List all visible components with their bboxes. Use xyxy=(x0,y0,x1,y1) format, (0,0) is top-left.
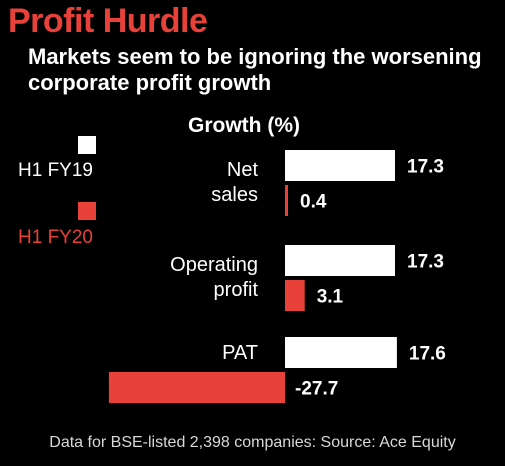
source-note: Data for BSE-listed 2,398 companies: Sou… xyxy=(49,434,456,451)
legend-swatch-h1-fy19 xyxy=(78,136,96,154)
bar-h1-fy19-net-sales xyxy=(285,150,395,181)
legend-label-h1-fy20: H1 FY20 xyxy=(18,227,93,248)
category-label-net-sales: Net sales xyxy=(211,159,258,206)
value-label-h1-fy20-operating-profit: 3.1 xyxy=(317,287,344,308)
value-label-h1-fy19-net-sales: 17.3 xyxy=(407,157,444,178)
legend-label-h1-fy19: H1 FY19 xyxy=(18,160,93,181)
value-label-h1-fy19-pat: 17.6 xyxy=(409,344,446,365)
value-label-h1-fy20-net-sales: 0.4 xyxy=(300,192,327,213)
category-label-operating-profit: Operating profit xyxy=(170,254,258,301)
category-label-pat: PAT xyxy=(222,342,258,364)
bar-h1-fy20-net-sales xyxy=(285,185,288,216)
value-label-h1-fy19-operating-profit: 17.3 xyxy=(407,252,444,273)
bar-h1-fy19-pat xyxy=(285,337,397,368)
bar-h1-fy19-operating-profit xyxy=(285,245,395,276)
bar-h1-fy20-operating-profit xyxy=(285,280,305,311)
legend-swatch-h1-fy20 xyxy=(78,202,96,220)
value-axis-label: Growth (%) xyxy=(188,114,300,137)
value-label-h1-fy20-pat: -27.7 xyxy=(295,379,338,400)
chart-title: Profit Hurdle xyxy=(8,2,208,40)
bar-h1-fy20-pat xyxy=(108,372,286,403)
chart-subtitle: Markets seem to be ignoring the worsenin… xyxy=(28,44,482,95)
